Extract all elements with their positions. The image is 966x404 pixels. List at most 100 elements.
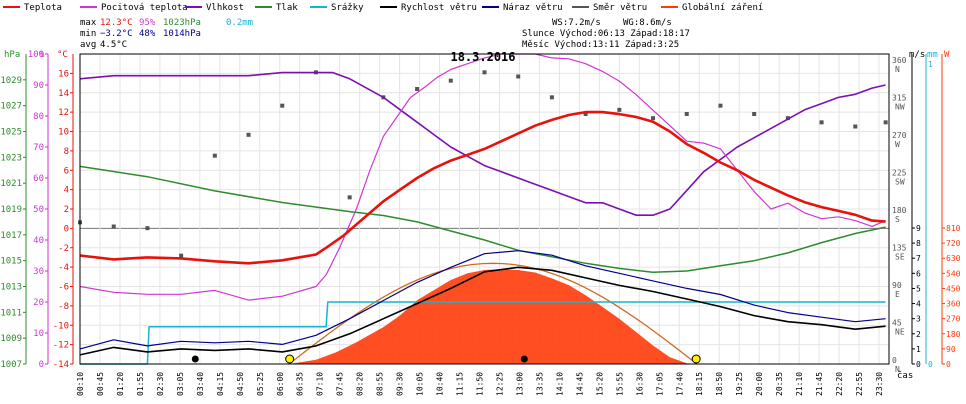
- x-tick-label: 00:45: [96, 372, 105, 396]
- wind-speed-axis-tick-label: 2: [916, 330, 921, 339]
- x-tick-label: 02:30: [156, 372, 165, 396]
- x-tick-label: 15:20: [595, 372, 604, 396]
- stats-min-press: 1014hPa: [163, 29, 201, 39]
- wind-speed-axis-tick-label: 5: [916, 284, 921, 293]
- x-tick-label: 06:35: [296, 372, 305, 396]
- legend-item-rychlost: Rychlost větru: [401, 3, 477, 13]
- x-tick-label: 17:40: [675, 372, 684, 396]
- wind-dir-tick-label: W: [895, 140, 900, 149]
- wind-dir-tick-label: N: [895, 65, 900, 74]
- wind-dir-tick-label: 360: [892, 56, 907, 65]
- pressure-axis-tick-label: 1021: [0, 179, 22, 189]
- legend-item-vlhkost: Vlhkost: [206, 3, 244, 13]
- stats-max-hum: 95%: [139, 18, 156, 28]
- wind-direction-point: [145, 226, 150, 231]
- humidity-axis-tick-label: 90: [33, 81, 44, 91]
- wind-direction-point: [212, 153, 217, 158]
- x-tick-label: 13:35: [535, 372, 544, 396]
- x-tick-label: 13:00: [515, 372, 524, 396]
- temperature-axis-tick-label: 10: [58, 128, 69, 138]
- series-line-rychlost-v-tru: [79, 266, 886, 356]
- legend-item-tlak: Tlak: [276, 3, 298, 13]
- wind-dir-tick-label: 0: [892, 356, 897, 365]
- stats-min-label: min: [80, 29, 96, 39]
- temperature-axis-tick-label: 8: [64, 147, 69, 157]
- axis-label-time: čas: [897, 370, 913, 381]
- pressure-axis-tick-label: 1027: [0, 102, 22, 112]
- wind-speed-axis-tick-label: 4: [916, 300, 921, 309]
- wind-dir-tick-label: NW: [895, 103, 905, 112]
- wind-dir-tick-label: S: [895, 215, 900, 224]
- humidity-axis-tick-label: 10: [33, 329, 44, 339]
- wind-dir-tick-label: SE: [895, 253, 905, 262]
- radiation-axis-tick-label: 630: [946, 254, 961, 263]
- radiation-axis-tick-label: 810: [946, 224, 961, 233]
- x-tick-label: 14:45: [575, 372, 584, 396]
- wind-dir-tick-label: 225: [892, 169, 907, 178]
- wind-direction-point: [179, 253, 184, 258]
- wind-direction-point: [549, 95, 554, 100]
- radiation-axis-tick-label: 540: [946, 269, 961, 278]
- axis-label-hpa: hPa: [4, 50, 20, 60]
- wind-direction-point: [415, 87, 420, 91]
- wind-direction-point: [583, 112, 588, 116]
- wind-dir-tick-label: N: [895, 365, 900, 374]
- x-tick-label: 09:30: [396, 372, 405, 396]
- x-tick-label: 20:00: [755, 372, 764, 396]
- rain-tick-label: 0: [928, 360, 933, 369]
- plot-border: [79, 53, 890, 365]
- x-tick-label: 17:05: [655, 372, 664, 396]
- temperature-axis-tick-label: 2: [64, 205, 69, 215]
- wind-dir-tick-label: 45: [892, 319, 902, 328]
- radiation-axis-tick-label: 180: [946, 330, 961, 339]
- legend-item-teplota: Teplota: [24, 3, 62, 13]
- pressure-axis-tick-label: 1029: [0, 76, 22, 86]
- x-tick-label: 03:40: [196, 372, 205, 396]
- series-line-teplota: [79, 110, 886, 265]
- pressure-axis-tick-label: 1007: [0, 360, 22, 370]
- axis-label-humidity: %: [39, 50, 45, 60]
- radiation-axis-tick-label: 450: [946, 284, 961, 293]
- temperature-axis-tick-label: 4: [64, 186, 69, 196]
- wind-direction-point: [819, 120, 824, 125]
- x-tick-label: 10:05: [416, 372, 425, 396]
- x-tick-label: 23:30: [875, 372, 884, 396]
- axis-label-rain: mm: [927, 50, 938, 60]
- temperature-axis-tick-label: 0: [64, 224, 69, 234]
- x-tick-label: 12:25: [495, 372, 504, 396]
- stats-max-temp: 12.3°C: [100, 18, 133, 28]
- radiation-axis-tick-label: 720: [946, 239, 961, 248]
- wind-direction-point: [718, 103, 723, 108]
- wind-direction-point: [785, 116, 790, 121]
- legend-item-srazky: Srážky: [331, 3, 364, 13]
- wind-dir-tick-label: NE: [895, 328, 905, 337]
- pressure-axis-tick-label: 1019: [0, 205, 22, 215]
- stats-avg-label: avg: [80, 40, 96, 50]
- wind-direction-point: [111, 224, 116, 229]
- sunset-marker: [691, 354, 701, 364]
- x-tick-label: 05:25: [256, 372, 265, 396]
- wind-speed-axis-tick-label: 0: [916, 360, 921, 369]
- moonrise-marker: [520, 355, 528, 363]
- humidity-axis-tick-label: 60: [33, 174, 44, 184]
- temperature-axis-tick-label: 12: [58, 108, 69, 118]
- moon-times: Měsíc Východ:13:11 Západ:3:25: [522, 40, 679, 50]
- wind-direction-point: [246, 132, 251, 137]
- temperature-axis-tick-label: -10: [53, 321, 69, 331]
- legend-item-pocitova: Pocitová teplota: [101, 3, 188, 13]
- radiation-axis-tick-label: 270: [946, 315, 961, 324]
- x-tick-label: 07:10: [316, 372, 325, 396]
- pressure-axis-tick-label: 1015: [0, 257, 22, 267]
- x-tick-label: 07:45: [336, 372, 345, 396]
- chart-axes: 00:10 00:45 01:20 01:55 02:30 03:05 03:40 04:15…: [0, 50, 960, 396]
- wind-speed-axis-tick-label: 7: [916, 254, 921, 263]
- x-tick-label: 14:10: [555, 372, 564, 396]
- wind-dir-tick-label: 180: [892, 206, 907, 215]
- legend: Teplota Pocitová teplota Vlhkost Tlak Sr…: [3, 3, 763, 13]
- humidity-axis-tick-label: 80: [33, 112, 44, 122]
- moonset-marker: [191, 355, 199, 363]
- wind-dir-tick-label: SW: [895, 178, 905, 187]
- series-line-tlak: [79, 165, 886, 274]
- temperature-axis-tick-label: -4: [58, 263, 69, 273]
